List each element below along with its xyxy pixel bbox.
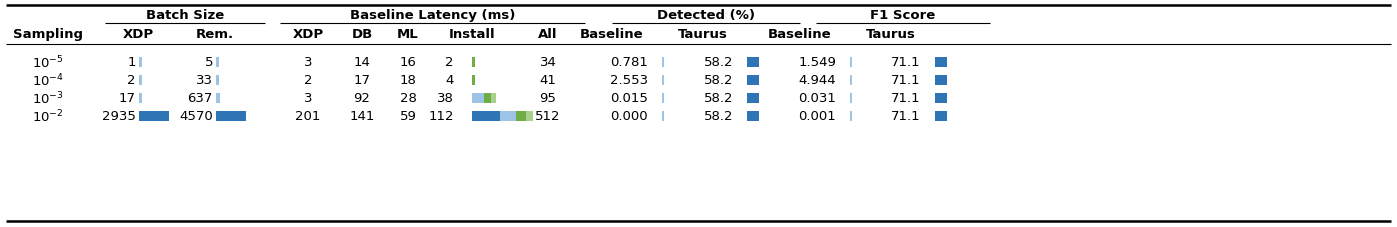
- Text: 17: 17: [353, 74, 370, 87]
- Bar: [849, 58, 852, 68]
- Text: Batch Size: Batch Size: [145, 10, 224, 22]
- Text: 4: 4: [446, 74, 454, 87]
- Text: Baseline Latency (ms): Baseline Latency (ms): [349, 10, 515, 22]
- Bar: [747, 58, 759, 68]
- Bar: [138, 111, 169, 121]
- Text: 14: 14: [353, 56, 370, 69]
- Text: $10^{-5}$: $10^{-5}$: [32, 54, 64, 71]
- Bar: [138, 76, 141, 86]
- Bar: [217, 76, 218, 86]
- Text: 0.001: 0.001: [798, 110, 835, 123]
- Text: 2: 2: [127, 74, 136, 87]
- Text: 58.2: 58.2: [704, 92, 733, 105]
- Text: 5: 5: [204, 56, 212, 69]
- Bar: [849, 94, 852, 104]
- Bar: [935, 58, 947, 68]
- Bar: [217, 58, 218, 68]
- Text: $10^{-2}$: $10^{-2}$: [32, 108, 64, 125]
- Text: Baseline: Baseline: [767, 28, 831, 41]
- Text: Install: Install: [448, 28, 496, 41]
- Bar: [747, 111, 759, 121]
- Text: 33: 33: [196, 74, 212, 87]
- Text: Taurus: Taurus: [866, 28, 916, 41]
- Bar: [662, 58, 664, 68]
- Text: 4570: 4570: [179, 110, 212, 123]
- Text: 141: 141: [349, 110, 374, 123]
- Text: 16: 16: [400, 56, 416, 69]
- Text: 34: 34: [539, 56, 556, 69]
- Text: 1.549: 1.549: [798, 56, 835, 69]
- Text: ML: ML: [397, 28, 419, 41]
- Bar: [849, 76, 852, 86]
- Text: 3: 3: [303, 92, 313, 105]
- Bar: [490, 94, 496, 104]
- Text: 58.2: 58.2: [704, 110, 733, 123]
- Text: Taurus: Taurus: [678, 28, 728, 41]
- Bar: [472, 111, 500, 121]
- Text: 2.553: 2.553: [610, 74, 648, 87]
- Text: 1: 1: [127, 56, 136, 69]
- Bar: [935, 94, 947, 104]
- Text: 92: 92: [353, 92, 370, 105]
- Text: 0.781: 0.781: [610, 56, 648, 69]
- Text: Detected (%): Detected (%): [657, 10, 754, 22]
- Bar: [849, 111, 852, 121]
- Bar: [483, 94, 490, 104]
- Text: 59: 59: [400, 110, 416, 123]
- Bar: [935, 76, 947, 86]
- Text: 2: 2: [303, 74, 313, 87]
- Bar: [662, 111, 664, 121]
- Text: DB: DB: [352, 28, 373, 41]
- Text: 71.1: 71.1: [891, 74, 921, 87]
- Text: 71.1: 71.1: [891, 56, 921, 69]
- Bar: [217, 111, 246, 121]
- Bar: [500, 111, 515, 121]
- Text: 17: 17: [119, 92, 136, 105]
- Text: Sampling: Sampling: [13, 28, 82, 41]
- Text: 0.031: 0.031: [798, 92, 835, 105]
- Text: 112: 112: [429, 110, 454, 123]
- Text: 71.1: 71.1: [891, 92, 921, 105]
- Bar: [527, 111, 534, 121]
- Text: 4.944: 4.944: [798, 74, 835, 87]
- Bar: [138, 58, 141, 68]
- Bar: [472, 76, 475, 86]
- Text: 58.2: 58.2: [704, 74, 733, 87]
- Bar: [472, 58, 475, 68]
- Bar: [747, 94, 759, 104]
- Text: 201: 201: [295, 110, 321, 123]
- Text: 2935: 2935: [102, 110, 136, 123]
- Text: 95: 95: [539, 92, 556, 105]
- Text: Baseline: Baseline: [580, 28, 643, 41]
- Text: $10^{-3}$: $10^{-3}$: [32, 90, 64, 107]
- Bar: [747, 76, 759, 86]
- Bar: [138, 94, 141, 104]
- Bar: [662, 94, 664, 104]
- Bar: [935, 111, 947, 121]
- Text: XDP: XDP: [292, 28, 324, 41]
- Text: Rem.: Rem.: [196, 28, 235, 41]
- Text: 71.1: 71.1: [891, 110, 921, 123]
- Text: 18: 18: [400, 74, 416, 87]
- Text: 637: 637: [187, 92, 212, 105]
- Bar: [472, 94, 483, 104]
- Bar: [515, 111, 527, 121]
- Text: $10^{-4}$: $10^{-4}$: [32, 72, 64, 89]
- Text: XDP: XDP: [123, 28, 154, 41]
- Text: 512: 512: [535, 110, 560, 123]
- Bar: [662, 76, 664, 86]
- Text: F1 Score: F1 Score: [870, 10, 936, 22]
- Text: All: All: [538, 28, 557, 41]
- Text: 28: 28: [400, 92, 416, 105]
- Text: 0.015: 0.015: [610, 92, 648, 105]
- Text: 0.000: 0.000: [610, 110, 648, 123]
- Bar: [217, 94, 221, 104]
- Text: 41: 41: [539, 74, 556, 87]
- Text: 58.2: 58.2: [704, 56, 733, 69]
- Text: 3: 3: [303, 56, 313, 69]
- Text: 2: 2: [446, 56, 454, 69]
- Text: 38: 38: [437, 92, 454, 105]
